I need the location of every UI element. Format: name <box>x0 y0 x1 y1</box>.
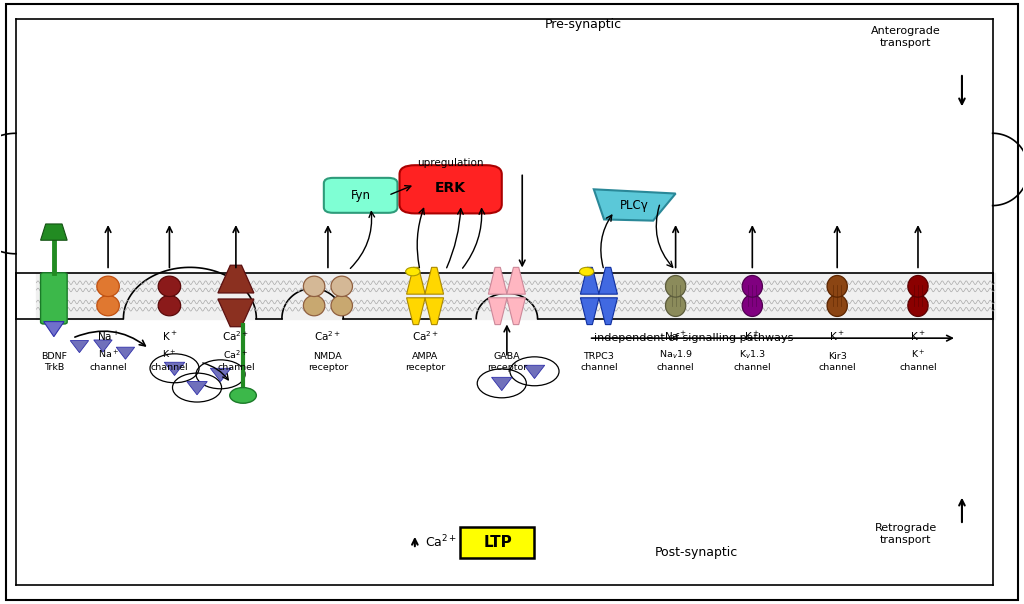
Ellipse shape <box>158 276 180 297</box>
Polygon shape <box>599 298 617 324</box>
Ellipse shape <box>742 275 763 297</box>
Circle shape <box>406 268 420 276</box>
Text: Post-synaptic: Post-synaptic <box>654 545 737 559</box>
Polygon shape <box>507 268 525 294</box>
FancyBboxPatch shape <box>460 527 535 557</box>
Text: ERK: ERK <box>435 181 466 194</box>
Ellipse shape <box>827 275 847 297</box>
Polygon shape <box>164 362 184 376</box>
Text: PLCγ: PLCγ <box>621 199 649 212</box>
Polygon shape <box>594 189 676 220</box>
Text: K$^+$
channel: K$^+$ channel <box>151 349 188 371</box>
Polygon shape <box>524 365 545 379</box>
Text: Na$_v$1.9
channel: Na$_v$1.9 channel <box>656 349 694 371</box>
Text: K$^+$: K$^+$ <box>744 330 760 342</box>
Text: independent of signalling pathways: independent of signalling pathways <box>594 333 794 343</box>
Text: Ca$^{2+}$: Ca$^{2+}$ <box>314 329 341 342</box>
Ellipse shape <box>97 276 120 297</box>
FancyBboxPatch shape <box>41 273 68 324</box>
Text: TRPC3
channel: TRPC3 channel <box>581 352 617 371</box>
Ellipse shape <box>827 295 847 316</box>
Polygon shape <box>210 368 230 382</box>
Polygon shape <box>488 268 507 294</box>
Text: BDNF
TrkB: BDNF TrkB <box>41 352 67 371</box>
Polygon shape <box>94 340 113 352</box>
FancyBboxPatch shape <box>324 178 397 213</box>
Text: Pre-synaptic: Pre-synaptic <box>545 18 623 31</box>
Ellipse shape <box>158 295 180 316</box>
Polygon shape <box>488 298 507 324</box>
Text: K$^+$: K$^+$ <box>162 330 177 342</box>
Ellipse shape <box>331 276 352 297</box>
Ellipse shape <box>908 275 928 297</box>
Polygon shape <box>425 268 443 294</box>
Text: upregulation: upregulation <box>418 158 484 168</box>
Polygon shape <box>425 298 443 324</box>
Polygon shape <box>218 299 254 327</box>
Text: Retrograde
transport: Retrograde transport <box>874 523 937 545</box>
Text: Na$^+$: Na$^+$ <box>96 330 120 342</box>
Text: Ca$^{2+}$: Ca$^{2+}$ <box>425 533 458 550</box>
Polygon shape <box>492 378 512 391</box>
Text: K$^+$: K$^+$ <box>829 330 845 342</box>
Text: K$^+$
channel: K$^+$ channel <box>899 349 937 371</box>
Polygon shape <box>507 298 525 324</box>
FancyBboxPatch shape <box>399 165 502 213</box>
Circle shape <box>229 388 256 403</box>
Text: Ca$^{2+}$
channel: Ca$^{2+}$ channel <box>217 349 255 371</box>
Ellipse shape <box>331 295 352 316</box>
Polygon shape <box>581 268 599 294</box>
Text: Ca$^{2+}$: Ca$^{2+}$ <box>412 329 438 342</box>
Text: LTP: LTP <box>483 535 512 550</box>
Ellipse shape <box>908 295 928 316</box>
Ellipse shape <box>742 295 763 316</box>
Text: AMPA
receptor: AMPA receptor <box>404 352 445 371</box>
Text: GABA
receptor: GABA receptor <box>486 352 527 371</box>
Polygon shape <box>581 298 599 324</box>
Ellipse shape <box>666 295 686 316</box>
Text: NMDA
receptor: NMDA receptor <box>308 352 348 371</box>
Circle shape <box>580 268 594 276</box>
Polygon shape <box>407 268 425 294</box>
Polygon shape <box>117 347 135 359</box>
Text: Kir3
channel: Kir3 channel <box>818 352 856 371</box>
Polygon shape <box>186 382 207 395</box>
Polygon shape <box>44 321 65 336</box>
Text: Na$^+$: Na$^+$ <box>665 330 687 342</box>
Text: Ca$^{2+}$: Ca$^{2+}$ <box>222 329 250 342</box>
Ellipse shape <box>303 276 325 297</box>
Polygon shape <box>407 298 425 324</box>
Ellipse shape <box>303 295 325 316</box>
Polygon shape <box>71 341 89 353</box>
Polygon shape <box>41 224 68 240</box>
Text: Fyn: Fyn <box>350 189 371 202</box>
Text: K$_v$1.3
channel: K$_v$1.3 channel <box>733 349 771 371</box>
Ellipse shape <box>666 275 686 297</box>
Polygon shape <box>218 265 254 293</box>
Text: Anterograde
transport: Anterograde transport <box>870 26 941 48</box>
Polygon shape <box>599 268 617 294</box>
Ellipse shape <box>97 295 120 316</box>
Text: Na$^+$
channel: Na$^+$ channel <box>89 349 127 371</box>
Text: K$^+$: K$^+$ <box>910 330 926 342</box>
